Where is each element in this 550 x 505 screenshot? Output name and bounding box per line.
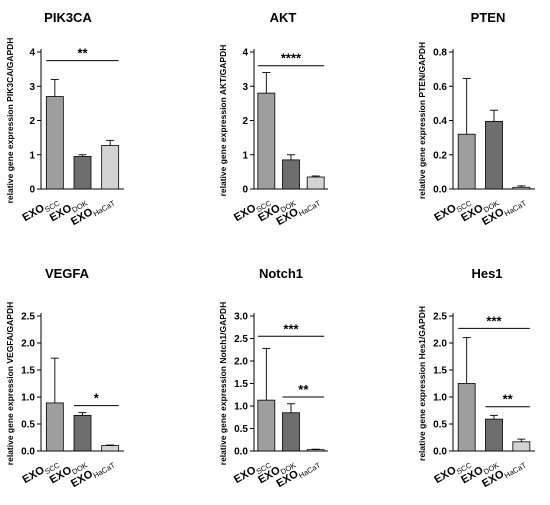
bar xyxy=(485,418,503,452)
chart-title: Notch1 xyxy=(259,266,303,281)
significance-label: *** xyxy=(486,313,502,328)
y-tick-label: 3.0 xyxy=(234,312,248,323)
y-tick-label: 0.0 xyxy=(234,447,248,458)
y-tick-label: 2 xyxy=(242,116,248,127)
bar xyxy=(45,402,64,452)
y-tick-label: 2.5 xyxy=(433,312,447,323)
y-tick-label: 3 xyxy=(242,82,248,93)
bar xyxy=(457,133,476,190)
bar xyxy=(282,159,300,190)
y-tick-label: 1.0 xyxy=(433,393,447,404)
y-tick-label: 1.5 xyxy=(234,379,248,390)
y-tick-label: 1.5 xyxy=(21,366,35,377)
y-tick-label: 0 xyxy=(29,185,35,196)
significance-label: ** xyxy=(298,382,309,397)
y-tick-label: 0.0 xyxy=(433,447,447,458)
y-axis-label: relative gene expression AKT/GAPDH xyxy=(218,45,228,197)
bar xyxy=(512,186,531,190)
significance-label: **** xyxy=(281,51,302,66)
y-axis-label: relative gene expression Notch1/GAPDH xyxy=(218,302,228,465)
y-tick-label: 0.5 xyxy=(21,420,35,431)
bar xyxy=(73,414,92,452)
bar xyxy=(101,445,120,452)
bar xyxy=(457,383,476,452)
y-tick-label: 0.5 xyxy=(234,424,248,435)
y-tick-label: 1 xyxy=(242,150,248,161)
chart-panel-pik3ca: PIK3CA relative gene expression PIK3CA/GA… xyxy=(5,10,124,228)
chart-title: AKT xyxy=(270,10,297,25)
significance-label: * xyxy=(94,391,100,406)
y-tick-label: 3 xyxy=(29,82,35,93)
bar xyxy=(512,441,531,452)
y-tick-label: 2.5 xyxy=(21,312,35,323)
chart-panel-pten: PTEN relative gene expression PTEN/GAPDH 0… xyxy=(417,10,535,228)
y-tick-label: 0.0 xyxy=(21,447,35,458)
y-tick-label: 1 xyxy=(29,150,35,161)
y-tick-label: 0.2 xyxy=(433,150,447,161)
y-tick-label: 4 xyxy=(242,48,248,59)
y-tick-label: 0 xyxy=(242,185,248,196)
chart-panel-akt: AKT relative gene expression AKT/GAPDH 0 1 2… xyxy=(218,10,328,228)
y-tick-label: 1.0 xyxy=(234,402,248,413)
y-tick-label: 2.0 xyxy=(234,357,248,368)
bar xyxy=(257,399,276,452)
chart-panel-hes1: Hes1 relative gene expression Hes1/GAPDH 0… xyxy=(417,266,535,490)
bar xyxy=(306,449,325,452)
y-tick-label: 2.5 xyxy=(234,334,248,345)
chart-title: VEGFA xyxy=(45,266,90,281)
chart-title: PIK3CA xyxy=(44,10,92,25)
y-axis-label: relative gene expression PTEN/GAPDH xyxy=(417,42,427,199)
significance-label: ** xyxy=(77,46,88,61)
y-tick-label: 0.5 xyxy=(433,420,447,431)
significance-label: ** xyxy=(503,392,514,407)
y-tick-label: 0.4 xyxy=(433,116,447,127)
y-axis-label: relative gene expression PIK3CA/GAPDH xyxy=(5,38,15,204)
y-tick-label: 2 xyxy=(29,116,35,127)
chart-panel-vegfa: VEGFA relative gene expression VEGFA/GAPD… xyxy=(5,266,124,490)
y-tick-label: 1.5 xyxy=(433,366,447,377)
chart-title: PTEN xyxy=(471,10,506,25)
y-tick-label: 2.0 xyxy=(21,339,35,350)
bar xyxy=(306,176,325,190)
y-tick-label: 1.0 xyxy=(21,393,35,404)
bar xyxy=(257,92,276,190)
y-tick-label: 4 xyxy=(29,48,35,59)
bar xyxy=(101,145,120,190)
y-axis-label: relative gene expression Hes1/GAPDH xyxy=(417,306,427,461)
bar xyxy=(45,96,64,190)
chart-title: Hes1 xyxy=(471,266,502,281)
significance-label: *** xyxy=(283,321,299,336)
bar xyxy=(73,156,92,190)
bar xyxy=(485,120,503,190)
y-tick-label: 0.6 xyxy=(433,82,447,93)
y-axis-label: relative gene expression VEGFA/GAPDH xyxy=(5,302,15,465)
y-tick-label: 2.0 xyxy=(433,339,447,350)
bar xyxy=(282,412,300,452)
chart-panel-notch1: Notch1 relative gene expression Notch1/GA… xyxy=(218,266,328,490)
y-tick-label: 0.8 xyxy=(433,48,447,59)
y-tick-label: 0.0 xyxy=(433,185,447,196)
